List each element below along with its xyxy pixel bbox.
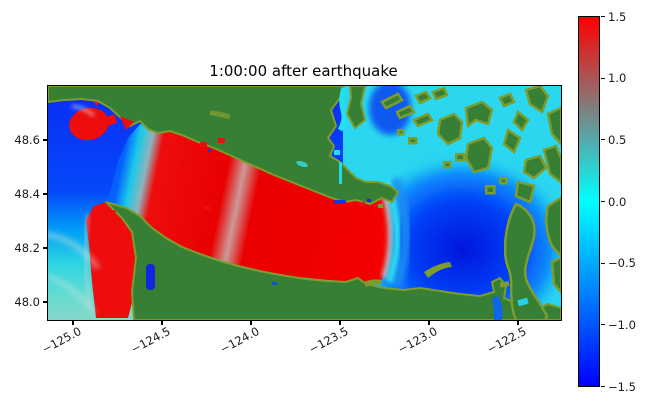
mainland-shore [546, 106, 561, 146]
coastal-surge-patch [102, 114, 118, 127]
port-townsend-notch [517, 297, 529, 307]
colorbar-tick-mark [601, 15, 605, 18]
colorbar-tick-mark [601, 385, 605, 388]
mainland-strip [550, 256, 561, 294]
strait-wave-crest [106, 124, 390, 282]
x-tick-mark [250, 321, 252, 325]
san-juan-island [436, 112, 464, 146]
colorbar-tick-label: −0.5 [608, 256, 636, 271]
lowland-sliver [209, 109, 231, 120]
vi-lake-sliver [339, 162, 342, 184]
victoria-surge-dot [360, 202, 365, 206]
saanich-inlet [337, 87, 347, 132]
coast-surge-dot [218, 138, 225, 143]
islet [498, 176, 508, 185]
hood-canal [492, 296, 503, 320]
shelf-streak [48, 232, 101, 270]
x-tick-label: −125.0 [39, 324, 84, 357]
mainland-shore [524, 86, 550, 114]
y-tick-label: 48.6 [14, 133, 40, 147]
x-tick-mark [428, 321, 430, 325]
mainland-strip [542, 144, 561, 184]
small-island [498, 92, 516, 108]
islet [484, 184, 496, 195]
islet [396, 128, 405, 136]
y-tick-label: 48.4 [14, 187, 40, 201]
colorbar-tick-label: 1.0 [608, 71, 627, 86]
colorbar-tick-mark [601, 77, 605, 79]
pedder-bay-cyan [296, 160, 308, 168]
y-tick-label: 48.2 [14, 241, 40, 255]
gulf-island [395, 104, 416, 120]
colorbar-tick-label: 0.5 [608, 132, 627, 147]
becher-bay-surge-dot [204, 206, 210, 210]
y-tick-mark [42, 301, 47, 303]
y-tick-label: 48.0 [14, 295, 40, 309]
coastal-lake-dot [272, 282, 277, 285]
saanich-peninsula-land [345, 86, 367, 130]
lopez-island [464, 136, 494, 174]
victoria-surge-dot [374, 204, 378, 207]
esquimalt-harbor [334, 200, 346, 204]
x-tick-label: −124.5 [128, 324, 173, 357]
colorbar-tick-label: −1.5 [608, 379, 636, 394]
x-tick-label: −122.5 [484, 324, 529, 357]
plot-area [47, 85, 562, 321]
gulf-island [414, 90, 432, 105]
x-tick-mark [72, 321, 74, 325]
ediz-hook [364, 279, 382, 287]
map-canvas [48, 86, 561, 320]
lake-ozette [146, 264, 155, 290]
x-tick-label: −124.0 [217, 324, 262, 357]
victoria-harbor-cyan [334, 150, 340, 155]
colorbar-gradient [578, 16, 600, 387]
race-rocks-islet [378, 204, 383, 208]
barkley-pocket-surge [69, 107, 109, 141]
sooke-blue-dot [208, 149, 211, 152]
colorbar-tick-mark [601, 324, 605, 326]
shelf-streak [71, 104, 96, 118]
dungeness-spit [424, 262, 452, 278]
whidbey-island [503, 202, 549, 320]
x-tick-mark [517, 321, 519, 325]
lummi-island [502, 128, 522, 155]
islet [407, 136, 418, 145]
y-tick-mark [42, 247, 47, 249]
olympic-peninsula-land [105, 201, 561, 320]
x-tick-label: −123.0 [395, 324, 440, 357]
colorbar-tick-mark [601, 139, 605, 141]
gulf-island [412, 112, 434, 128]
colorbar-tick-mark [601, 262, 605, 264]
wave-front-blue-arc [390, 177, 411, 287]
outer-coast-surge [86, 202, 138, 318]
gulf-island [431, 86, 449, 101]
x-tick-mark [161, 321, 163, 325]
protection-island [499, 281, 510, 288]
colorbar-tick-label: −1.0 [608, 317, 636, 332]
colorbar-tick-mark [601, 200, 605, 203]
gulf-island [380, 92, 404, 110]
mainland-shore [512, 109, 530, 133]
y-tick-mark [42, 193, 47, 195]
orcas-island [464, 100, 494, 129]
x-tick-label: −123.5 [306, 324, 351, 357]
colorbar-tick-label: 0.0 [608, 194, 627, 209]
sooke-surge-dot [200, 142, 207, 147]
plot-title: 1:00:00 after earthquake [209, 62, 398, 80]
camano-island [545, 196, 561, 258]
islet [442, 160, 452, 169]
x-tick-mark [339, 321, 341, 325]
colorbar-tick-label: 1.5 [608, 9, 627, 24]
y-tick-mark [42, 139, 47, 141]
fidalgo-island [514, 180, 536, 204]
shelf-streak [83, 213, 92, 309]
port-san-juan-surge [120, 116, 134, 130]
islet [454, 152, 466, 162]
guemes-island [522, 154, 548, 180]
cape-flattery-inlet-surge [106, 209, 117, 227]
victoria-blue-dot [367, 199, 371, 202]
